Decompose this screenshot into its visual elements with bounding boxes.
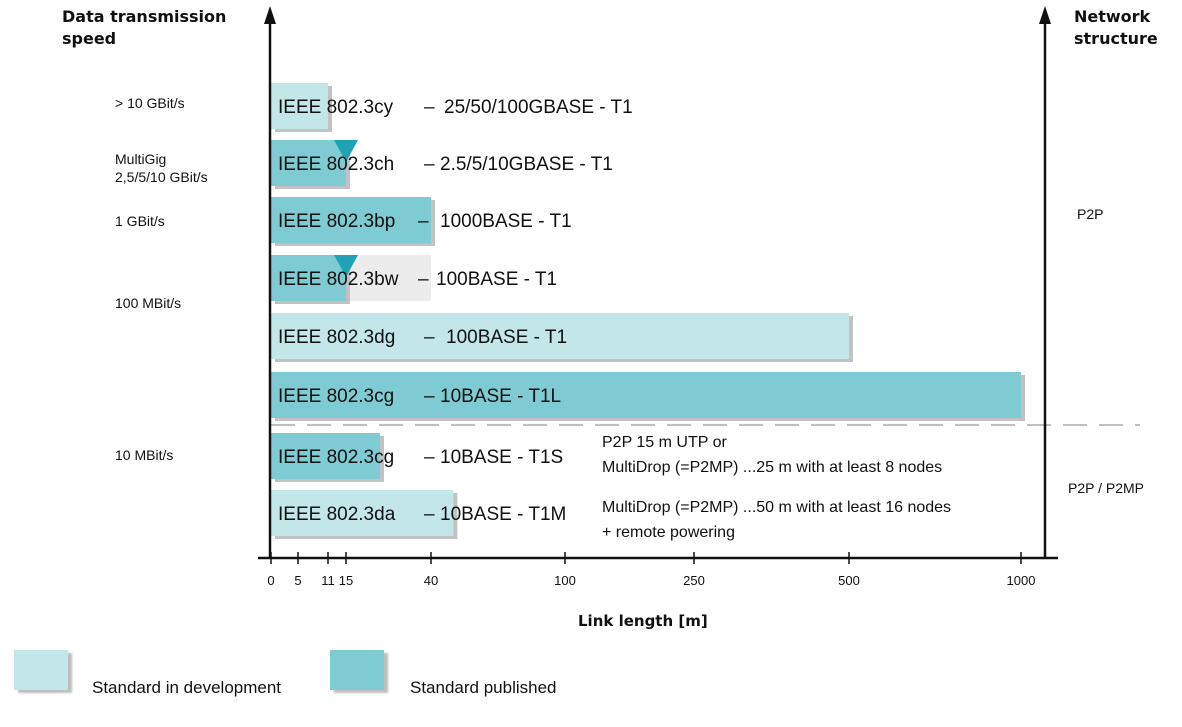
x-tick-label: 500: [838, 573, 860, 588]
standard-label: IEEE 802.3da: [278, 504, 396, 525]
note-t1m: MultiDrop (=P2MP) ...50 m with at least …: [602, 499, 952, 541]
x-tick-label: 250: [683, 573, 705, 588]
y-axis-title: Data transmission speed: [62, 7, 227, 48]
speed-label: 10 MBit/s: [115, 447, 174, 463]
standard-label: IEEE 802.3cg: [278, 447, 394, 468]
speed-label: MultiGig 2,5/5/10 GBit/s: [115, 151, 208, 185]
x-tick-label: 11: [321, 573, 335, 588]
x-tick-label: 1000: [1007, 573, 1036, 588]
standard-dash: –: [424, 154, 435, 175]
standard-label: IEEE 802.3bp: [278, 211, 395, 232]
phy-label: 10BASE - T1M: [440, 504, 566, 525]
phy-label: 2.5/5/10GBASE - T1: [440, 154, 613, 175]
standard-dash: –: [424, 386, 435, 407]
speed-label: > 10 GBit/s: [115, 95, 185, 111]
phy-label: 10BASE - T1S: [440, 447, 563, 468]
legend-label-development: Standard in development: [92, 678, 282, 697]
standard-label: IEEE 802.3ch: [278, 154, 394, 175]
x-axis-title: Link length [m]: [578, 612, 708, 630]
bar: [271, 372, 1021, 418]
standard-dash: –: [424, 97, 435, 118]
speed-label: 1 GBit/s: [115, 213, 165, 229]
bar: [271, 313, 849, 359]
structure-label-p2p-p2mp: P2P / P2MP: [1068, 480, 1145, 496]
x-tick-label: 5: [294, 573, 301, 588]
standard-label: IEEE 802.3bw: [278, 269, 399, 290]
bar: [271, 433, 380, 479]
phy-label: 25/50/100GBASE - T1: [444, 97, 633, 118]
legend-swatch-published: [330, 650, 384, 690]
bar: [271, 140, 346, 186]
standard-dash: –: [424, 447, 435, 468]
network-structure-title: Network structure: [1074, 7, 1158, 48]
phy-label: 100BASE - T1: [436, 269, 557, 290]
standard-dash: –: [418, 211, 429, 232]
x-tick-label: 15: [339, 573, 353, 588]
standard-label: IEEE 802.3cg: [278, 386, 394, 407]
bar-marker: [334, 255, 358, 277]
bar: [271, 83, 328, 129]
x-tick-label: 40: [424, 573, 438, 588]
phy-label: 100BASE - T1: [446, 327, 567, 348]
standard-label: IEEE 802.3cy: [278, 97, 394, 118]
structure-label-p2p: P2P: [1077, 206, 1104, 222]
y-axis-arrow: [264, 6, 276, 24]
standard-dash: –: [424, 504, 435, 525]
standard-label: IEEE 802.3dg: [278, 327, 395, 348]
bar: [271, 255, 346, 301]
legend-swatch-development: [14, 650, 68, 690]
speed-label: 100 MBit/s: [115, 295, 182, 311]
bar: [271, 490, 454, 536]
note-t1s: P2P 15 m UTP or MultiDrop (=P2MP) ...25 …: [602, 434, 943, 476]
x-tick-label: 100: [554, 573, 576, 588]
phy-label: 10BASE - T1L: [440, 386, 561, 407]
standard-dash: –: [418, 269, 429, 290]
bar-marker: [334, 140, 358, 162]
phy-label: 1000BASE - T1: [440, 211, 572, 232]
right-axis-arrow: [1039, 6, 1051, 24]
x-tick-label: 0: [267, 573, 274, 588]
standard-dash: –: [424, 327, 435, 348]
legend-label-published: Standard published: [410, 678, 557, 697]
bar: [271, 197, 431, 243]
